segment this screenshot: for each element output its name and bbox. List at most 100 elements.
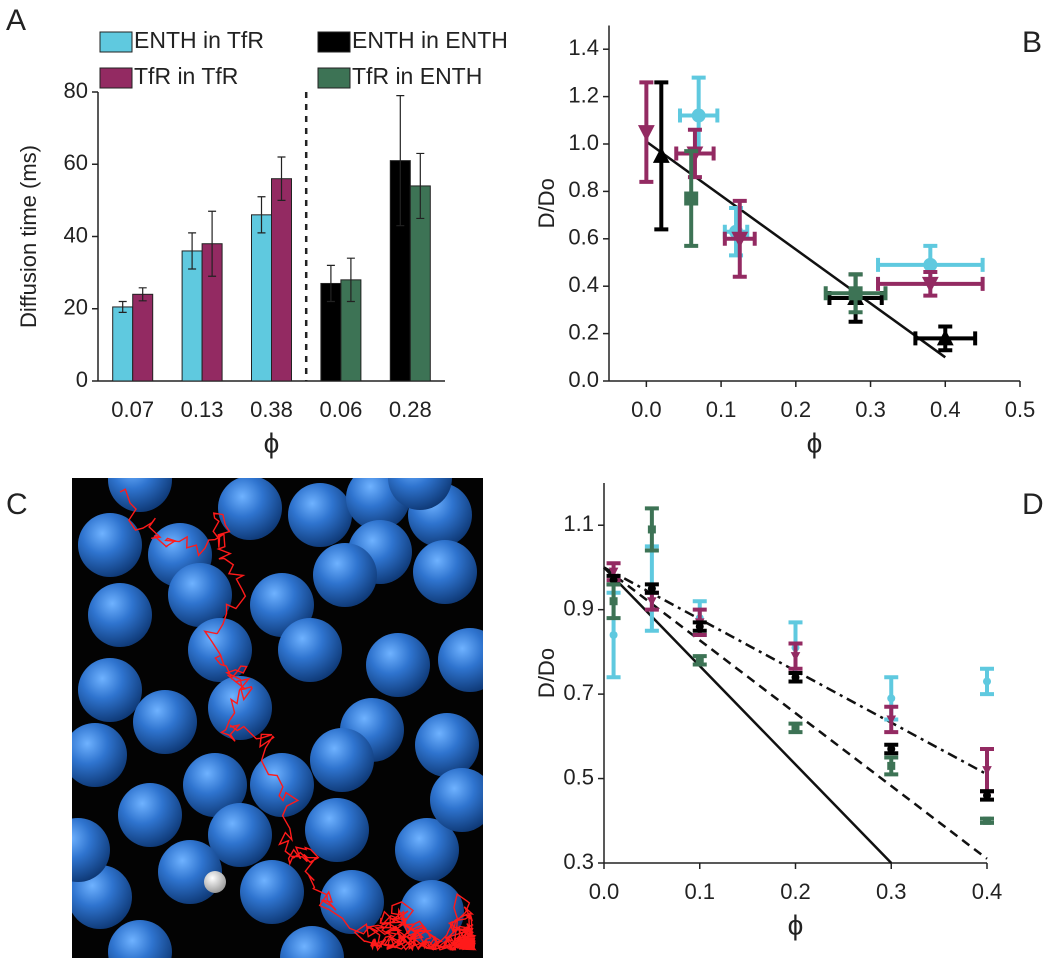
fit-line [603, 566, 988, 860]
sphere [415, 713, 479, 777]
tracer-particle [204, 871, 226, 893]
marker [848, 286, 863, 301]
marker [609, 597, 618, 606]
sphere [88, 583, 152, 647]
sphere [133, 690, 197, 754]
fit-line [603, 566, 988, 776]
legend-swatch [317, 67, 351, 89]
x-tick-label: 0.3 [855, 397, 886, 422]
legend-label: ENTH in TfR [134, 27, 264, 53]
y-tick-label: 60 [64, 150, 88, 175]
marker [647, 597, 657, 607]
legend-label: ENTH in ENTH [352, 27, 508, 53]
sphere [72, 818, 110, 882]
bar [251, 214, 272, 382]
y-tick-label: 0.7 [563, 680, 594, 705]
sphere [208, 676, 272, 740]
error-bar [416, 152, 425, 220]
legend-swatch [99, 31, 133, 53]
marker [923, 257, 938, 272]
sphere [218, 478, 282, 540]
sphere [118, 783, 182, 847]
y-tick-label: 80 [64, 78, 88, 103]
y-tick-label: 0.5 [563, 764, 594, 789]
fit-line [603, 566, 893, 864]
error-bar [257, 196, 266, 234]
marker [695, 656, 704, 665]
sphere [313, 543, 377, 607]
y-tick-label: 1.0 [568, 130, 599, 155]
y-tick-label: 40 [64, 222, 88, 247]
marker [790, 652, 801, 662]
marker [731, 231, 749, 248]
marker [887, 694, 896, 703]
x-tick-label: 0.06 [319, 397, 362, 422]
marker [886, 715, 897, 725]
x-axis-label: ϕ [264, 427, 280, 458]
y-tick-label: 1.1 [563, 511, 594, 536]
marker [609, 631, 618, 639]
sphere [208, 803, 272, 867]
sphere [240, 860, 304, 924]
error-bar [188, 232, 197, 270]
panel-letter: D [1022, 488, 1044, 521]
simulation-image [72, 478, 483, 958]
y-tick-label: 0.9 [563, 595, 594, 620]
marker [647, 584, 656, 593]
sphere [310, 728, 374, 792]
marker [647, 525, 656, 534]
marker [791, 673, 800, 682]
x-tick-label: 0.1 [684, 879, 715, 904]
y-axis-label: D/Do [534, 648, 559, 698]
sphere [430, 768, 483, 832]
legend-swatch [99, 67, 133, 89]
trajectory [119, 488, 477, 952]
x-tick-label: 0.07 [111, 397, 154, 422]
x-tick-label: 0.13 [181, 397, 224, 422]
x-tick-label: 0.38 [250, 397, 293, 422]
sphere [108, 478, 172, 512]
bar [112, 306, 134, 382]
x-axis-label: ϕ [807, 427, 823, 458]
y-axis-label: D/Do [534, 178, 559, 228]
sphere [168, 563, 232, 627]
sphere [438, 628, 483, 692]
x-tick-label: 0.2 [780, 879, 811, 904]
panel-letter: B [1022, 26, 1042, 59]
y-tick-label: 0.8 [568, 177, 599, 202]
y-tick-label: 20 [64, 295, 88, 320]
sphere [395, 818, 459, 882]
x-tick-label: 0.0 [631, 397, 662, 422]
panel-letter: C [6, 488, 28, 521]
marker [887, 745, 896, 753]
marker [983, 677, 991, 686]
legend-label: TfR in TfR [134, 63, 238, 89]
y-tick-label: 0.4 [568, 272, 599, 297]
sphere [183, 753, 247, 817]
marker [652, 146, 670, 163]
sphere [72, 865, 132, 929]
error-bar [118, 300, 127, 313]
marker [684, 191, 699, 206]
sphere [320, 870, 384, 934]
x-tick-label: 0.0 [589, 879, 620, 904]
sphere [288, 483, 352, 547]
marker [608, 567, 619, 577]
y-tick-label: 0 [76, 367, 88, 392]
x-tick-label: 0.3 [876, 879, 907, 904]
legend-label: TfR in ENTH [352, 63, 482, 89]
y-tick-label: 0.0 [568, 367, 599, 392]
sphere [78, 513, 142, 577]
marker [983, 816, 991, 825]
legend-swatch [317, 31, 351, 53]
y-tick-label: 1.2 [568, 82, 599, 107]
sphere [278, 618, 342, 682]
error-bar [138, 287, 147, 302]
sphere [78, 658, 142, 722]
marker [887, 761, 896, 770]
x-tick-label: 0.4 [930, 397, 961, 422]
error-bar [326, 264, 335, 303]
y-tick-label: 0.6 [568, 225, 599, 250]
error-bar [396, 95, 405, 227]
y-tick-label: 0.2 [568, 319, 599, 344]
